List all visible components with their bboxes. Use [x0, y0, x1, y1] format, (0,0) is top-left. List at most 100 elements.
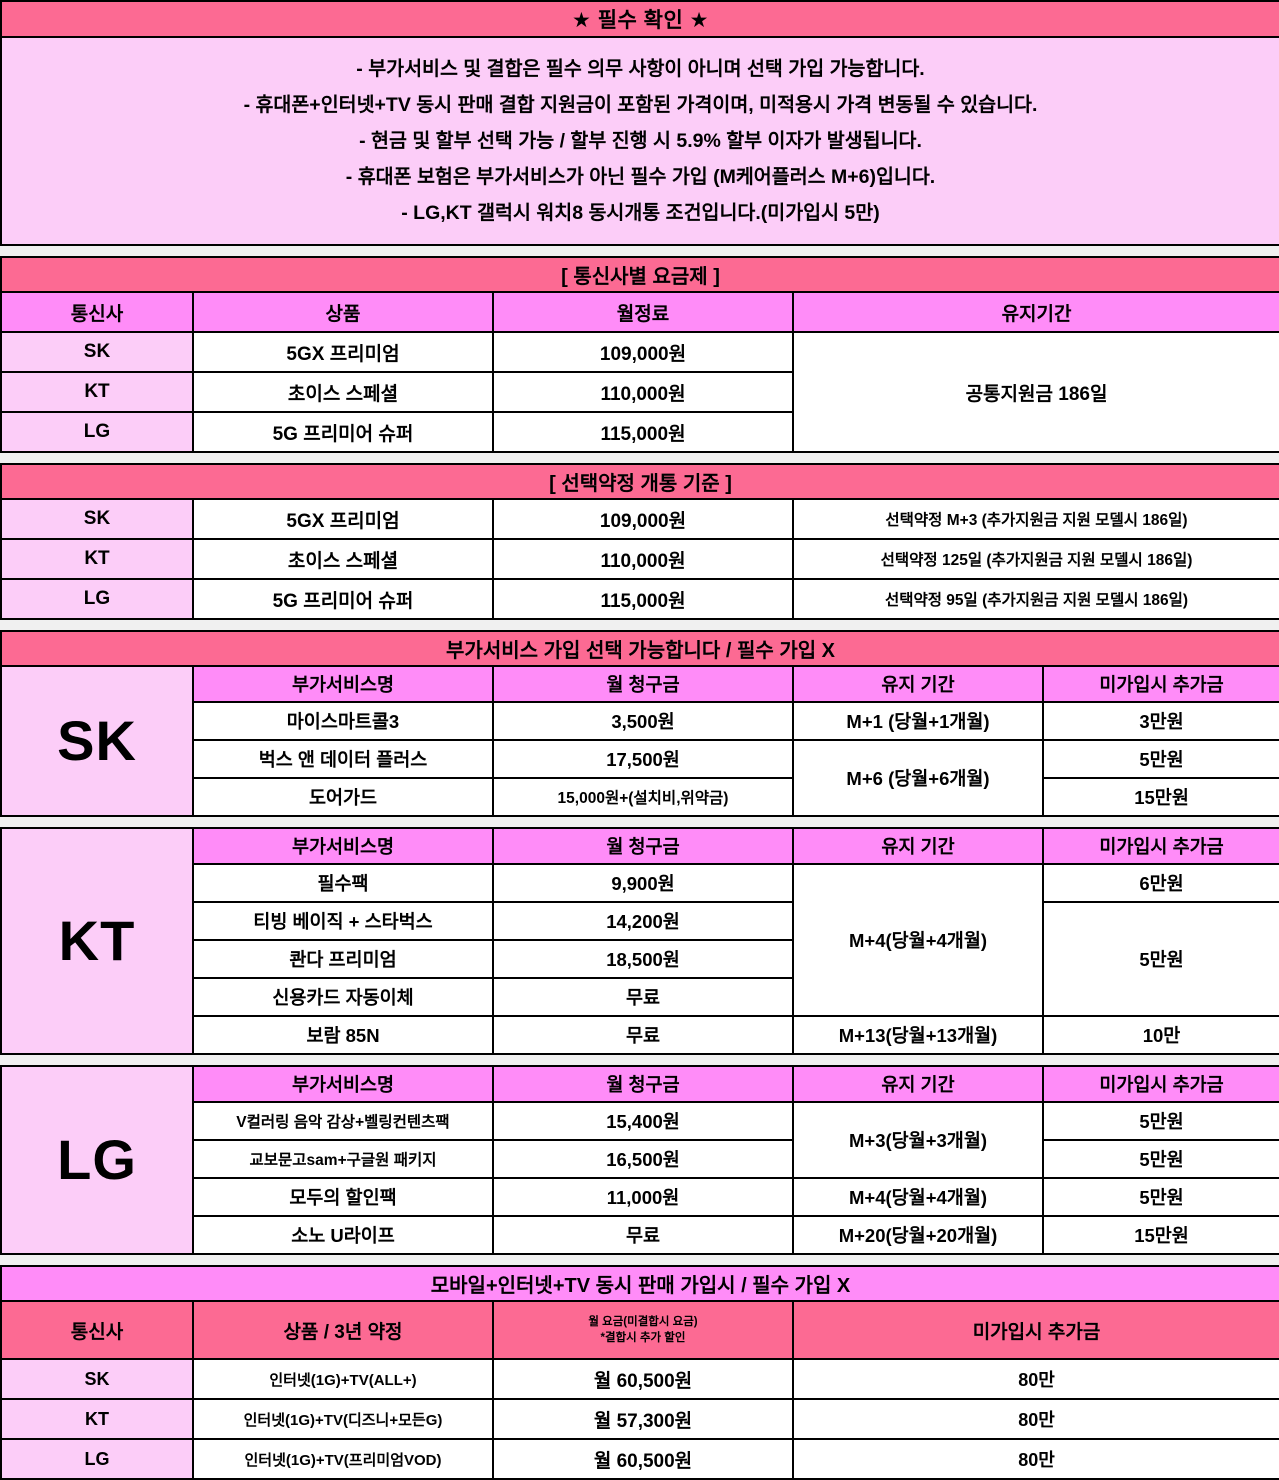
carrier-label-kt: KT	[0, 827, 194, 1055]
table-row: LG 5G 프리미어 슈퍼 115,000원 선택약정 95일 (추가지원금 지…	[0, 578, 1279, 620]
section-gap	[0, 620, 1279, 630]
plan-carrier: SK	[0, 331, 194, 373]
select-note: 선택약정 95일 (추가지원금 지원 모델시 186일)	[792, 578, 1279, 620]
notice-line: - 휴대폰+인터넷+TV 동시 판매 결합 지원금이 포함된 가격이며, 미적용…	[243, 94, 1038, 116]
addon-table-kt: KT 부가서비스명 월 청구금 유지 기간 미가입시 추가금 필수팩 9,900…	[0, 827, 1279, 1055]
addon-period: M+4(당월+4개월)	[792, 1177, 1044, 1217]
addon-name: 교보문고sam+구글원 패키지	[192, 1139, 494, 1179]
notice-list: - 부가서비스 및 결합은 필수 의무 사항이 아니며 선택 가입 가능합니다.…	[2, 51, 1279, 231]
plan-header-product: 상품	[192, 291, 494, 333]
notice-line: - 휴대폰 보험은 부가서비스가 아닌 필수 가입 (M케어플러스 M+6)입니…	[345, 166, 936, 188]
table-row: KT 인터넷(1G)+TV(디즈니+모든G) 월 57,300원 80만	[0, 1398, 1279, 1440]
addon-name: 소노 U라이프	[192, 1215, 494, 1255]
addon-period: M+3(당월+3개월)	[792, 1101, 1044, 1179]
select-product: 5G 프리미어 슈퍼	[192, 578, 494, 620]
addon-header-period: 유지 기간	[792, 827, 1044, 865]
combo-extra: 80만	[791, 1358, 1279, 1400]
addon-fee: 14,200원	[492, 901, 794, 941]
table-row: 벅스 앤 데이터 플러스 17,500원 M+6 (당월+6개월) 5만원	[1, 739, 1279, 817]
table-row: 필수팩 9,900원 M+4(당월+4개월) 6만원	[1, 863, 1279, 1017]
addon-period: M+1 (당월+1개월)	[792, 701, 1044, 741]
combo-header-product: 상품 / 3년 약정	[192, 1300, 494, 1360]
table-row: KT 초이스 스페셜 110,000원	[0, 371, 1279, 413]
combo-product: 인터넷(1G)+TV(프리미엄VOD)	[192, 1438, 494, 1480]
addon-fee: 무료	[492, 1215, 794, 1255]
addon-extra: 3만원	[1041, 701, 1279, 741]
table-row: KT 초이스 스페셜 110,000원 선택약정 125일 (추가지원금 지원 …	[0, 538, 1279, 580]
notice-body: - 부가서비스 및 결합은 필수 의무 사항이 아니며 선택 가입 가능합니다.…	[0, 36, 1279, 246]
addon-name: 콴다 프리미엄	[192, 939, 494, 979]
addon-header-fee: 월 청구금	[492, 1065, 794, 1103]
table-row: 티빙 베이직 + 스타벅스 14,200원 5만원	[1, 901, 1279, 1017]
plan-carrier: KT	[0, 371, 194, 413]
addon-fee: 9,900원	[492, 863, 794, 903]
addon-extra: 5만원	[1042, 1177, 1279, 1217]
table-row: 콴다 프리미엄 18,500원	[1, 939, 1279, 979]
addon-extra: 10만	[1042, 1015, 1279, 1055]
combo-fee-note-line2: *결합시 추가 할인	[600, 1332, 686, 1344]
plan-header-fee: 월정료	[492, 291, 794, 333]
plan-product: 초이스 스페셜	[192, 371, 494, 413]
addon-fee: 무료	[492, 977, 794, 1017]
plan-header-period: 유지기간	[791, 291, 1279, 333]
notice-title: ★ 필수 확인 ★	[0, 0, 1279, 38]
plan-table: [ 통신사별 요금제 ] 통신사 상품 월정료 유지기간 SK 5GX 프리미엄…	[0, 256, 1279, 453]
plan-fee: 115,000원	[492, 411, 794, 453]
addon-name: 보람 85N	[192, 1015, 494, 1055]
select-fee: 109,000원	[492, 498, 794, 540]
combo-section-title: 모바일+인터넷+TV 동시 판매 가입시 / 필수 가입 X	[0, 1265, 1279, 1302]
table-row: LG 5G 프리미어 슈퍼 115,000원	[0, 411, 1279, 453]
select-carrier: KT	[0, 538, 194, 580]
addon-header-name: 부가서비스명	[192, 1065, 494, 1103]
table-row: 교보문고sam+구글원 패키지 16,500원 5만원	[1, 1139, 1279, 1179]
plan-fee: 109,000원	[492, 331, 794, 373]
addon-extra: 15만원	[1041, 777, 1279, 817]
addon-name: 필수팩	[192, 863, 494, 903]
plan-header-carrier: 통신사	[0, 291, 194, 333]
table-row: V컬러링 음악 감상+벨링컨텐츠팩 15,400원 M+3(당월+3개월) 5만…	[1, 1101, 1279, 1179]
addon-header-name: 부가서비스명	[192, 665, 494, 703]
addon-fee: 11,000원	[492, 1177, 794, 1217]
addon-fee: 16,500원	[492, 1139, 794, 1179]
notice-line: - 부가서비스 및 결합은 필수 의무 사항이 아니며 선택 가입 가능합니다.	[356, 58, 925, 80]
table-row: 소노 U라이프 무료 M+20(당월+20개월) 15만원	[1, 1215, 1279, 1255]
combo-header-carrier: 통신사	[0, 1300, 194, 1360]
select-fee: 115,000원	[492, 578, 794, 620]
select-table-title: [ 선택약정 개통 기준 ]	[0, 463, 1279, 500]
addon-header-extra: 미가입시 추가금	[1042, 827, 1279, 865]
addon-extra: 15만원	[1042, 1215, 1279, 1255]
combo-header-fee: 월 요금(미결합시 요금) *결합시 추가 할인	[492, 1300, 794, 1360]
addon-name: 신용카드 자동이체	[192, 977, 494, 1017]
table-row: 모두의 할인팩 11,000원 M+4(당월+4개월) 5만원	[1, 1177, 1279, 1217]
select-product: 초이스 스페셜	[192, 538, 494, 580]
addon-section-title: 부가서비스 가입 선택 가능합니다 / 필수 가입 X	[0, 630, 1279, 667]
combo-fee: 월 57,300원	[492, 1398, 794, 1440]
notice-line: - 현금 및 할부 선택 가능 / 할부 진행 시 5.9% 할부 이자가 발생…	[359, 130, 922, 152]
carrier-label-lg: LG	[0, 1065, 194, 1255]
table-row: SK 5GX 프리미엄 109,000원 공통지원금 186일	[0, 331, 1279, 453]
table-row: 신용카드 자동이체 무료	[1, 977, 1279, 1017]
combo-header-extra: 미가입시 추가금	[791, 1300, 1279, 1360]
addon-name: 티빙 베이직 + 스타벅스	[192, 901, 494, 941]
addon-period: M+4(당월+4개월)	[792, 863, 1044, 1017]
section-gap	[0, 1255, 1279, 1265]
combo-fee-note-line1: 월 요금(미결합시 요금)	[588, 1316, 698, 1328]
select-product: 5GX 프리미엄	[192, 498, 494, 540]
addon-fee: 15,400원	[492, 1101, 794, 1141]
addon-extra: 6만원	[1042, 863, 1279, 903]
addon-header-extra: 미가입시 추가금	[1041, 665, 1279, 703]
addon-name: V컬러링 음악 감상+벨링컨텐츠팩	[192, 1101, 494, 1141]
table-row: 보람 85N 무료 M+13(당월+13개월) 10만	[1, 1015, 1279, 1055]
combo-carrier: LG	[0, 1438, 194, 1480]
addon-extra: 5만원	[1042, 1101, 1279, 1141]
addon-header-fee: 월 청구금	[492, 665, 794, 703]
combo-table: 모바일+인터넷+TV 동시 판매 가입시 / 필수 가입 X 통신사 상품 / …	[0, 1265, 1279, 1480]
addon-fee: 17,500원	[492, 739, 794, 779]
addon-period: M+6 (당월+6개월)	[792, 739, 1044, 817]
table-row: SK 인터넷(1G)+TV(ALL+) 월 60,500원 80만	[0, 1358, 1279, 1400]
addon-fee: 무료	[492, 1015, 794, 1055]
addon-name: 도어가드	[192, 777, 494, 817]
addon-header-period: 유지 기간	[792, 1065, 1044, 1103]
plan-table-title: [ 통신사별 요금제 ]	[0, 256, 1279, 293]
